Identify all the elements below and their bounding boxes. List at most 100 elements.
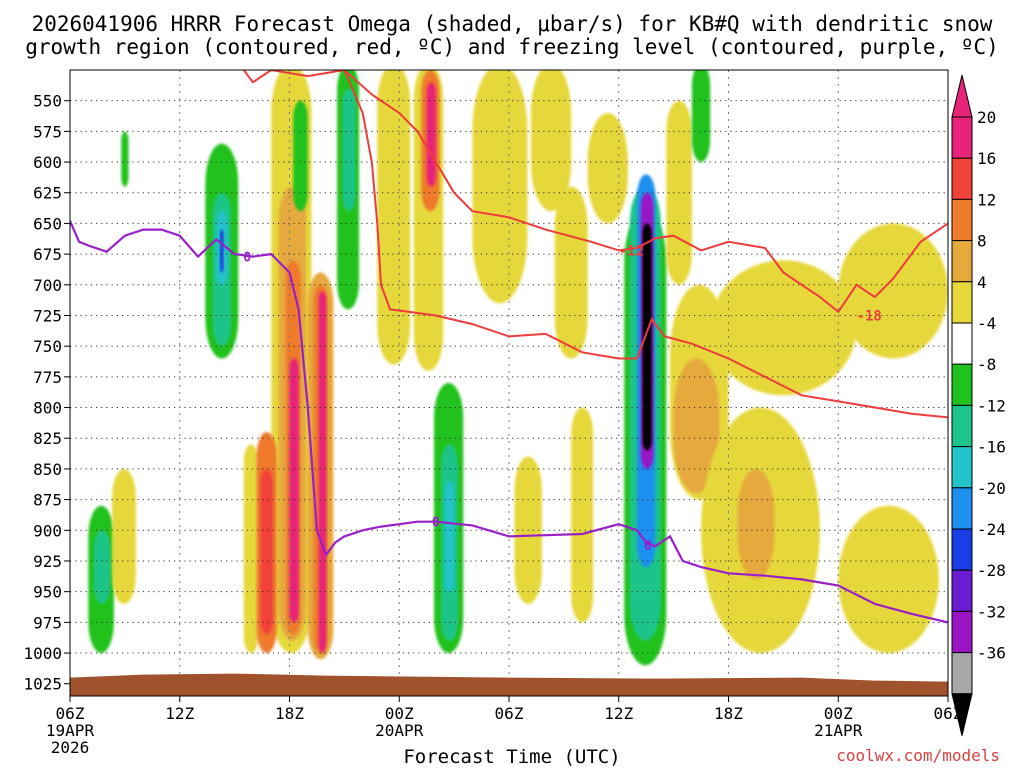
y-tick-label: 600 [33, 153, 62, 172]
y-tick-label: 800 [33, 399, 62, 418]
x-tick-label: 18Z [275, 704, 304, 723]
colorbar-label: 4 [977, 273, 987, 292]
omega-region [377, 70, 411, 365]
colorbar-label: -28 [977, 561, 1006, 580]
omega-region [472, 70, 528, 304]
colorbar-label: -4 [977, 314, 996, 333]
terrain [70, 673, 948, 696]
dgz-contour [343, 70, 948, 419]
chart-title-line-1: 2026041906 HRRR Forecast Omega (shaded, … [31, 12, 993, 36]
colorbar-label: -8 [977, 355, 996, 374]
y-tick-label: 675 [33, 245, 62, 264]
colorbar-label: -12 [977, 396, 1006, 415]
freezing-level-label: 0 [432, 516, 440, 531]
y-tick-label: 1025 [23, 675, 62, 694]
colorbar-bin [951, 198, 973, 242]
y-tick-label: 700 [33, 276, 62, 295]
omega-region [571, 407, 594, 623]
colorbar-bin [951, 116, 973, 159]
colorbar-bin [951, 487, 973, 530]
omega-region [530, 70, 572, 212]
chart-title-line-2: growth region (contoured, red, ºC) and f… [25, 35, 999, 59]
colorbar-label: 20 [977, 108, 996, 127]
colorbar-label: -36 [977, 644, 1006, 663]
y-tick-label: 850 [33, 460, 62, 479]
x-tick-label: 18Z [714, 704, 743, 723]
omega-region [838, 505, 939, 654]
colorbar-bin [951, 528, 973, 571]
y-tick-label: 750 [33, 337, 62, 356]
y-tick-label: 575 [33, 122, 62, 141]
freezing-level-label: 0 [644, 539, 652, 554]
colorbar-bin [951, 322, 973, 365]
colorbar-label: -24 [977, 520, 1006, 539]
omega-region [243, 444, 259, 654]
omega-region [289, 358, 299, 623]
omega-region [642, 223, 652, 451]
dgz-contour-label: -18 [857, 308, 882, 324]
colorbar-bin [951, 363, 973, 406]
omega-region [121, 131, 129, 187]
omega-region [293, 100, 308, 212]
colorbar-bin [951, 569, 973, 612]
omega-region [93, 530, 111, 604]
omega-region [554, 186, 588, 359]
omega-region [318, 290, 327, 654]
x-tick-label: 00Z [824, 704, 853, 723]
y-tick-label: 925 [33, 552, 62, 571]
colorbar: 20 16 12 8 4 -4 -8 -12 -16 -20 -24 -28 -32 -36 [951, 74, 1006, 736]
y-tick-label: 650 [33, 214, 62, 233]
x-tick-label: 06Z [56, 704, 85, 723]
omega-region [587, 112, 628, 224]
omega-region [260, 468, 274, 635]
colorbar-bin [951, 157, 973, 200]
omega-region [673, 358, 720, 494]
x-axis-label: Forecast Time (UTC) [403, 746, 621, 768]
y-tick-label: 1000 [23, 644, 62, 663]
x-tick-label: 06Z [495, 704, 524, 723]
y-tick-label: 775 [33, 368, 62, 387]
freezing-level-label: 0 [243, 251, 251, 266]
colorbar-bottom-arrow [951, 693, 973, 736]
y-tick-label: 875 [33, 491, 62, 510]
x-tick-date: 20APR [375, 721, 424, 740]
x-tick-label: 12Z [165, 704, 194, 723]
colorbar-label: 8 [977, 232, 987, 251]
omega-region [342, 88, 356, 212]
omega-region [838, 223, 948, 359]
y-tick-label: 975 [33, 613, 62, 632]
colorbar-bin [951, 404, 973, 448]
omega-region [112, 468, 136, 604]
x-tick-label: 12Z [604, 704, 633, 723]
y-tick-label: 550 [33, 92, 62, 111]
dgz-contour [242, 70, 948, 314]
x-tick-date: 19APR [46, 721, 95, 740]
colorbar-bin [951, 281, 973, 324]
colorbar-bin [951, 446, 973, 489]
colorbar-label: 12 [977, 190, 996, 209]
freezing-level-contour [70, 220, 948, 624]
colorbar-label: 16 [977, 149, 996, 168]
x-tick-date: 21APR [814, 721, 863, 740]
y-tick-label: 825 [33, 429, 62, 448]
omega-region [219, 229, 224, 273]
colorbar-bin [951, 652, 973, 695]
y-tick-label: 950 [33, 583, 62, 602]
omega-region [710, 260, 857, 396]
omega-region [691, 70, 711, 163]
omega-region [444, 481, 455, 592]
y-tick-label: 625 [33, 184, 62, 203]
dgz-contour-label: -12 [619, 243, 644, 259]
terrain-surface [70, 673, 948, 696]
colorbar-bin [951, 240, 973, 283]
colorbar-label: -32 [977, 602, 1006, 621]
colorbar-bin [951, 610, 973, 654]
credit-text[interactable]: coolwx.com/models [836, 746, 1000, 765]
colorbar-label: -16 [977, 438, 1006, 457]
contours: -18 -12 0 0 0 [70, 70, 948, 624]
omega-region [737, 468, 775, 580]
omega-region [426, 82, 436, 187]
x-tick-year: 2026 [51, 738, 90, 757]
